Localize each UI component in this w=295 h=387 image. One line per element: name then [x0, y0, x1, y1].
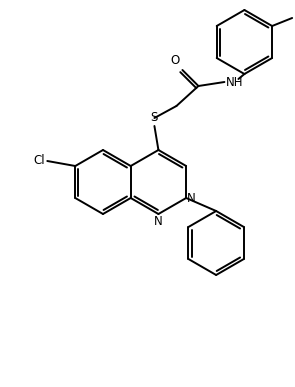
Text: Cl: Cl: [34, 154, 45, 168]
Text: NH: NH: [225, 75, 243, 89]
Text: O: O: [170, 54, 179, 67]
Text: N: N: [154, 215, 163, 228]
Text: S: S: [151, 111, 158, 124]
Text: N: N: [187, 192, 196, 204]
